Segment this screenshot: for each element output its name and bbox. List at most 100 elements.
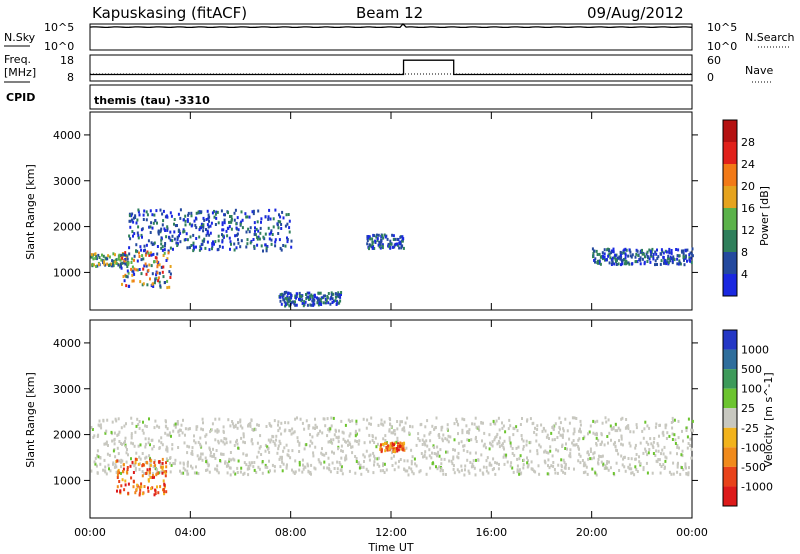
echo-cell bbox=[141, 492, 144, 496]
colorbar-tick-label: 500 bbox=[741, 363, 762, 376]
echo-cell bbox=[160, 265, 163, 269]
echo-cell bbox=[326, 417, 329, 421]
echo-cell bbox=[111, 259, 114, 263]
echo-cell bbox=[660, 259, 663, 263]
echo-cell bbox=[106, 452, 109, 456]
echo-cell bbox=[124, 479, 127, 483]
echo-cell bbox=[213, 209, 215, 213]
echo-cell bbox=[175, 241, 178, 245]
echo-cell bbox=[208, 446, 211, 450]
echo-cell bbox=[141, 452, 144, 455]
echo-cell bbox=[166, 447, 169, 451]
echo-cell bbox=[188, 222, 191, 226]
echo-cell bbox=[290, 245, 293, 249]
echo-cell bbox=[166, 279, 169, 283]
echo-cell bbox=[622, 251, 625, 255]
echo-cell bbox=[271, 434, 274, 438]
echo-cell bbox=[163, 244, 166, 248]
echo-cell bbox=[367, 235, 370, 238]
echo-cell bbox=[679, 262, 682, 266]
echo-cell bbox=[620, 454, 623, 458]
echo-cell bbox=[606, 248, 609, 252]
echo-cell bbox=[184, 214, 187, 218]
echo-cell bbox=[622, 249, 625, 253]
echo-cell bbox=[336, 460, 339, 464]
echo-cell bbox=[313, 466, 316, 470]
echo-cell bbox=[307, 470, 310, 474]
echo-cell bbox=[148, 473, 151, 477]
echo-cell bbox=[368, 243, 371, 247]
echo-cell bbox=[236, 216, 239, 220]
echo-cell bbox=[186, 444, 189, 448]
echo-cell bbox=[166, 215, 169, 219]
echo-cell bbox=[385, 446, 388, 449]
echo-cell bbox=[548, 437, 550, 440]
echo-cell bbox=[393, 245, 396, 249]
echo-cell bbox=[495, 435, 498, 439]
echo-cell bbox=[612, 250, 615, 254]
echo-cell bbox=[142, 218, 145, 221]
echo-cell bbox=[134, 491, 137, 495]
echo-cell bbox=[291, 449, 294, 453]
echo-cell bbox=[102, 468, 105, 472]
echo-cell bbox=[666, 260, 669, 264]
echo-cell bbox=[368, 433, 371, 437]
echo-cell bbox=[410, 459, 413, 463]
echo-cell bbox=[288, 219, 291, 223]
echo-cell bbox=[594, 257, 597, 261]
echo-cell bbox=[684, 462, 687, 466]
echo-cell bbox=[593, 451, 596, 455]
echo-cell bbox=[616, 429, 619, 433]
echo-cell bbox=[167, 251, 170, 255]
echo-cell bbox=[492, 457, 495, 461]
echo-cell bbox=[482, 472, 485, 476]
echo-cell bbox=[540, 423, 543, 427]
echo-cell bbox=[684, 248, 687, 252]
echo-cell bbox=[264, 243, 267, 247]
echo-cell bbox=[392, 245, 394, 249]
colorbar-tick-label: -25 bbox=[741, 422, 759, 435]
echo-cell bbox=[469, 460, 472, 464]
echo-cell bbox=[591, 247, 594, 251]
echo-cell bbox=[137, 210, 140, 214]
echo-cell bbox=[550, 464, 553, 468]
echo-cell bbox=[295, 303, 298, 307]
echo-cell bbox=[140, 233, 143, 237]
echo-cell bbox=[510, 461, 513, 465]
echo-cell bbox=[401, 237, 404, 241]
nave-label: Nave bbox=[745, 64, 773, 77]
echo-cell bbox=[267, 226, 270, 230]
echo-cell bbox=[168, 285, 171, 289]
echo-cell bbox=[493, 467, 495, 471]
echo-cell bbox=[578, 429, 581, 433]
echo-cell bbox=[339, 299, 342, 303]
echo-cell bbox=[370, 422, 372, 426]
x-tick-label: 04:00 bbox=[174, 526, 206, 539]
echo-cell bbox=[527, 463, 530, 467]
echo-cell bbox=[256, 236, 259, 239]
echo-cell bbox=[208, 215, 211, 219]
echo-cell bbox=[433, 446, 436, 449]
echo-cell bbox=[649, 260, 652, 264]
colorbar-swatch bbox=[723, 369, 737, 389]
echo-cell bbox=[648, 426, 651, 430]
echo-cell bbox=[253, 245, 256, 249]
echo-cell bbox=[314, 423, 317, 427]
echo-cell bbox=[615, 448, 618, 452]
echo-cell bbox=[223, 442, 226, 446]
echo-cell bbox=[314, 427, 316, 430]
echo-cell bbox=[676, 465, 679, 469]
echo-cell bbox=[127, 284, 130, 288]
echo-cell bbox=[583, 435, 586, 439]
echo-cell bbox=[487, 471, 490, 475]
echo-cell bbox=[460, 464, 463, 468]
echo-cell bbox=[306, 303, 309, 307]
echo-cell bbox=[212, 240, 214, 244]
echo-cell bbox=[247, 464, 250, 468]
echo-cell bbox=[132, 234, 134, 238]
echo-cell bbox=[145, 460, 148, 464]
echo-cell bbox=[329, 302, 332, 306]
echo-cell bbox=[606, 466, 609, 470]
echo-cell bbox=[342, 431, 345, 435]
